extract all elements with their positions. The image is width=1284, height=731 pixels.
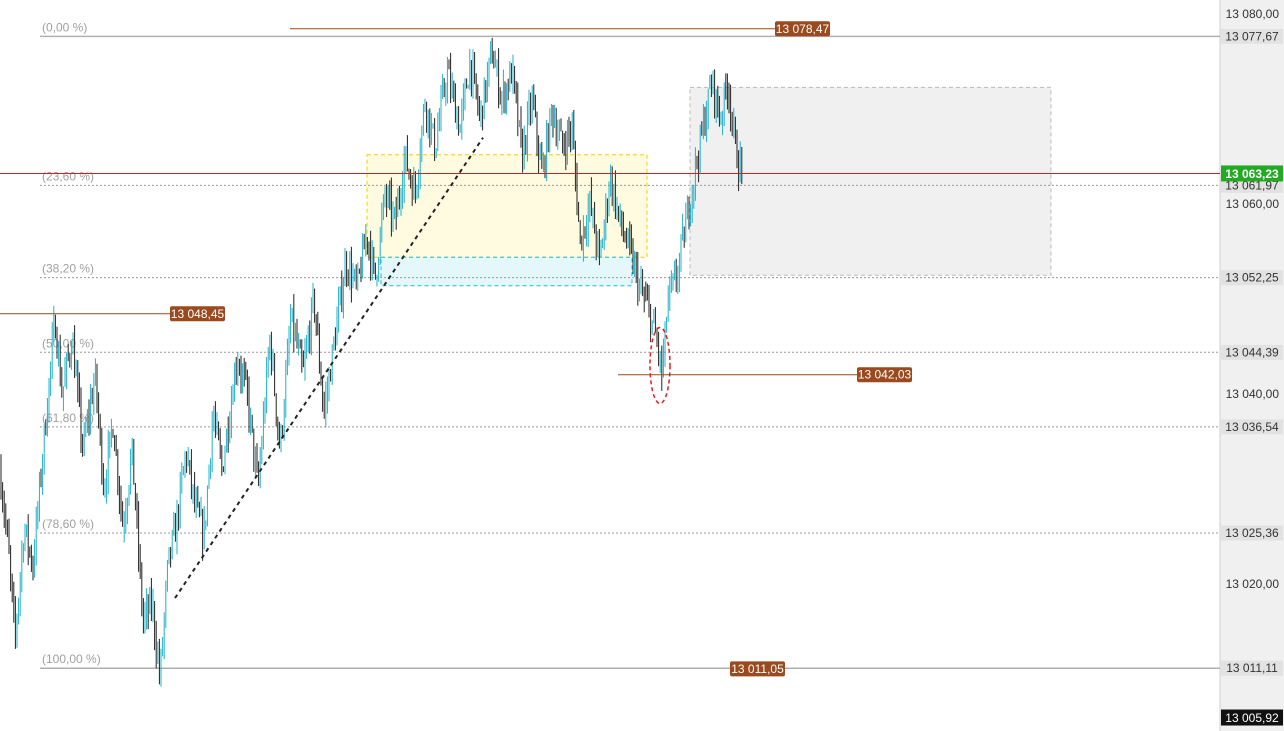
trendline-layer [174, 137, 671, 599]
fib-axis-tag-4: 13 036,54 [1225, 420, 1279, 434]
fib-label-5: (78,60 %) [42, 517, 94, 531]
fib-axis-tag-6: 13 011,11 [1226, 661, 1278, 675]
fib-axis-tag-bg-0 [1221, 28, 1283, 44]
price-marker-label-3: 13 011,05 [731, 662, 784, 676]
candles-layer [0, 37, 743, 687]
current-price-tag: 13 063,23 [1225, 167, 1279, 181]
fib-axis-tag-1: 13 061,97 [1225, 178, 1279, 192]
fib-axis-tag-3: 13 044,39 [1225, 345, 1279, 359]
price-marker-label-2: 13 042,03 [858, 368, 912, 382]
price-axis-panel[interactable] [1220, 0, 1284, 731]
zones-layer [366, 86, 1052, 287]
price-markers: 13 078,47 13 048,45 13 042,03 13 011,05 [0, 21, 1220, 677]
axis-tick-3: 13 020,00 [1226, 577, 1280, 591]
highlight-ellipse [649, 326, 671, 405]
fib-axis-tag-0: 13 077,67 [1225, 29, 1279, 43]
fib-label-3: (50,00 %) [42, 336, 94, 350]
fib-axis-tag-bg-2 [1221, 270, 1283, 286]
price-marker-label-2-bg [857, 367, 912, 383]
bottom-price-tag-bg [1221, 709, 1283, 726]
fib-axis-tag-2: 13 052,25 [1225, 271, 1279, 285]
price-marker-label-0: 13 078,47 [776, 22, 830, 36]
axis-tick-1: 13 060,00 [1226, 197, 1280, 211]
fib-label-0: (0,00 %) [42, 20, 87, 34]
fib-axis-tag-bg-5 [1221, 525, 1283, 541]
fib-label-2: (38,20 %) [42, 262, 94, 276]
fib-axis-tag-5: 13 025,36 [1225, 526, 1279, 540]
price-marker-label-0-bg [775, 21, 830, 37]
zone-gray [689, 86, 1052, 276]
fibonacci-levels: (0,00 %)(23,60 %)(38,20 %)(50,00 %)(61,8… [40, 20, 1220, 669]
fib-axis-tag-bg-4 [1221, 419, 1283, 435]
current-price-tag-bg [1221, 165, 1283, 182]
fib-axis-tag-bg-1 [1221, 177, 1283, 193]
fib-axis-tag-bg-3 [1221, 344, 1283, 360]
price-axis-ticks: 13 080,00 13 060,00 13 040,00 13 020,00 13 0… [1221, 7, 1283, 726]
price-marker-label-3-bg [730, 661, 785, 677]
price-marker-label-1-bg [170, 306, 225, 322]
fib-label-1: (23,60 %) [42, 169, 94, 183]
price-marker-label-1: 13 048,45 [171, 307, 225, 321]
zone-cyan [380, 256, 633, 287]
bottom-price-tag: 13 005,92 [1225, 711, 1279, 725]
axis-tick-2: 13 040,00 [1226, 387, 1280, 401]
fib-label-6: (100,00 %) [42, 652, 101, 666]
axis-tick-0: 13 080,00 [1226, 7, 1280, 21]
fib-axis-tag-bg-6 [1221, 660, 1283, 676]
